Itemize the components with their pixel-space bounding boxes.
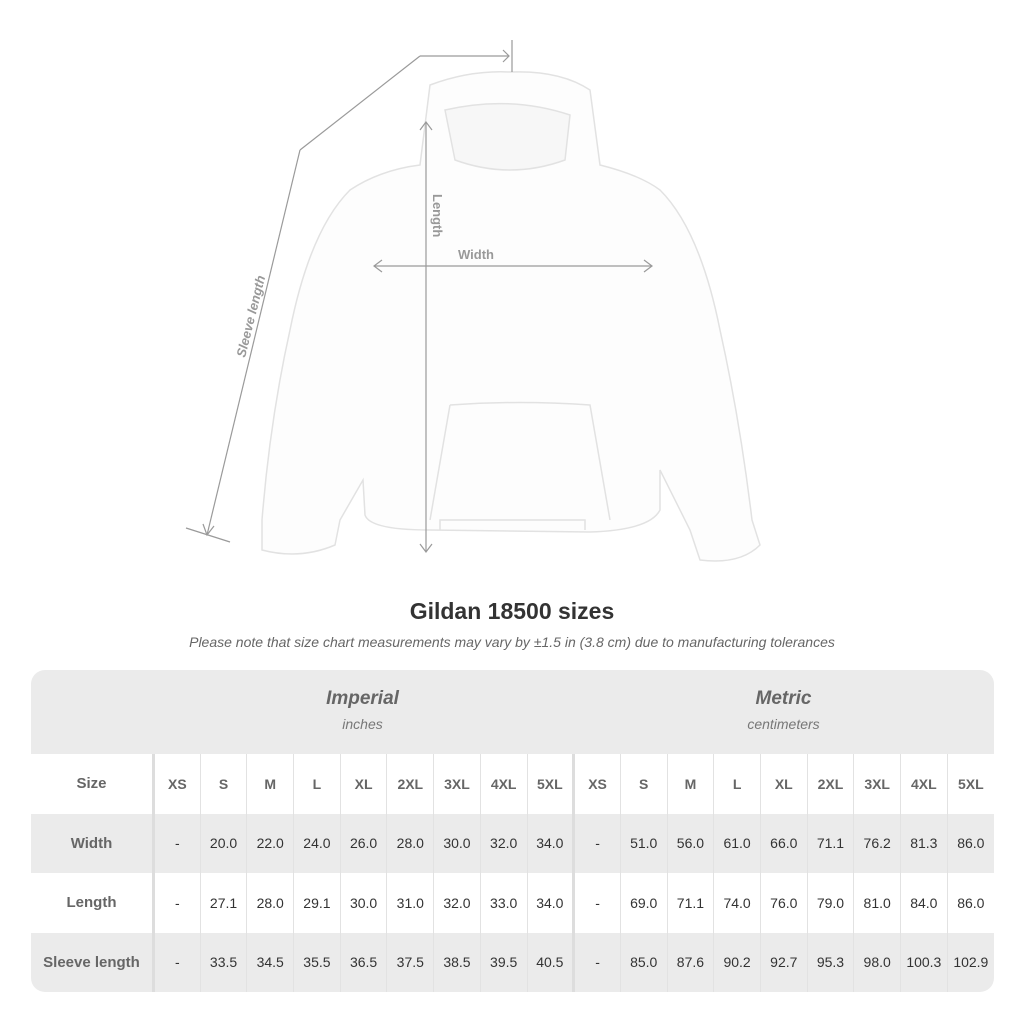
width-label: Width	[458, 247, 494, 262]
metric-value: 56.0	[666, 813, 714, 873]
metric-value: 51.0	[619, 813, 668, 873]
metric-value: 71.1	[666, 873, 714, 933]
imperial-value: 33.5	[199, 932, 247, 992]
size-header-label: Size	[31, 754, 155, 814]
table-row: Length -27.1 28.0 29.1 30.0 31.0 32.0 33.0 34.0-…	[31, 873, 994, 933]
imperial-value: 39.5	[479, 932, 527, 992]
imperial-value: 36.5	[339, 932, 387, 992]
size-header-metric: 5XL	[946, 754, 994, 814]
metric-title: Metric	[755, 688, 812, 709]
imperial-value: 35.5	[293, 932, 341, 992]
metric-value: 100.3	[900, 932, 948, 992]
size-header-metric: 4XL	[900, 754, 948, 814]
metric-value: 85.0	[619, 932, 668, 992]
metric-value: 79.0	[806, 873, 854, 933]
metric-value: 81.3	[900, 813, 948, 873]
size-header-imperial: 5XL	[526, 754, 574, 814]
imperial-value: 29.1	[293, 873, 341, 933]
imperial-value: 33.0	[479, 873, 527, 933]
imperial-value: 28.0	[246, 873, 294, 933]
size-header-metric: L	[713, 754, 761, 814]
imperial-value: -	[153, 813, 201, 873]
imperial-value: -	[153, 873, 201, 933]
metric-value: 76.0	[759, 873, 808, 933]
imperial-value: 34.5	[246, 932, 294, 992]
metric-value: 86.0	[946, 813, 994, 873]
size-header-metric: 3XL	[853, 754, 901, 814]
size-header-imperial: XS	[153, 754, 201, 814]
imperial-value: 38.5	[433, 932, 481, 992]
length-label: Length	[430, 194, 445, 237]
metric-value: 66.0	[759, 813, 808, 873]
imperial-value: 34.0	[526, 813, 574, 873]
size-header-imperial: M	[246, 754, 294, 814]
size-grid: Size XS S M L XL 2XL 3XL 4XL 5XL XS S M L XL 2XL 3XL 4XL 5…	[31, 754, 994, 992]
size-header-row: Size XS S M L XL 2XL 3XL 4XL 5XL XS S M L XL 2XL 3XL 4XL 5…	[31, 754, 994, 814]
metric-value: 81.0	[853, 873, 901, 933]
metric-value: 90.2	[713, 932, 761, 992]
size-header-metric: M	[666, 754, 714, 814]
table-row: Width -20.0 22.0 24.0 26.0 28.0 30.0 32.0 34.0-5…	[31, 813, 994, 873]
imperial-value: 31.0	[386, 873, 434, 933]
metric-value: 69.0	[619, 873, 668, 933]
imperial-value: 37.5	[386, 932, 434, 992]
row-label: Sleeve length	[31, 932, 155, 992]
imperial-value: 26.0	[339, 813, 387, 873]
imperial-value: 24.0	[293, 813, 341, 873]
metric-value: 95.3	[806, 932, 854, 992]
imperial-value: -	[153, 932, 201, 992]
imperial-title: Imperial	[326, 688, 399, 709]
metric-value: 84.0	[900, 873, 948, 933]
metric-value: 61.0	[713, 813, 761, 873]
metric-unit: centimeters	[747, 716, 820, 732]
imperial-value: 32.0	[479, 813, 527, 873]
size-table: Imperial inches Metric centimeters Size X…	[31, 670, 994, 992]
row-label: Length	[31, 873, 155, 933]
metric-value: 92.7	[759, 932, 808, 992]
metric-header: Metric centimeters	[573, 670, 994, 754]
imperial-value: 30.0	[339, 873, 387, 933]
size-header-imperial: 3XL	[433, 754, 481, 814]
size-header-metric: XS	[572, 754, 621, 814]
size-header-imperial: 2XL	[386, 754, 434, 814]
imperial-unit: inches	[342, 716, 383, 732]
imperial-value: 34.0	[526, 873, 574, 933]
imperial-header: Imperial inches	[152, 670, 573, 754]
metric-value: -	[572, 873, 621, 933]
sleeve-length-label: Sleeve length	[233, 274, 268, 359]
metric-value: 74.0	[713, 873, 761, 933]
imperial-value: 27.1	[199, 873, 247, 933]
measure-lines	[185, 40, 653, 553]
unit-header-band	[31, 670, 994, 754]
size-header-metric: 2XL	[806, 754, 854, 814]
metric-value: 102.9	[946, 932, 994, 992]
hoodie-illustration	[261, 71, 761, 562]
metric-value: -	[572, 813, 621, 873]
row-label: Width	[31, 813, 155, 873]
metric-value: 71.1	[806, 813, 854, 873]
imperial-value: 28.0	[386, 813, 434, 873]
table-row: Sleeve length -33.5 34.5 35.5 36.5 37.5 38.5 39…	[31, 932, 994, 992]
size-header-imperial: 4XL	[479, 754, 527, 814]
metric-value: 76.2	[853, 813, 901, 873]
metric-value: 86.0	[946, 873, 994, 933]
metric-value: -	[572, 932, 621, 992]
imperial-value: 20.0	[199, 813, 247, 873]
size-header-imperial: L	[293, 754, 341, 814]
size-header-metric: XL	[759, 754, 808, 814]
imperial-value: 40.5	[526, 932, 574, 992]
hoodie-diagram: Sleeve length Length Width	[185, 40, 761, 562]
imperial-value: 22.0	[246, 813, 294, 873]
imperial-value: 30.0	[433, 813, 481, 873]
page-title: Gildan 18500 sizes	[409, 598, 615, 624]
tolerance-note: Please note that size chart measurements…	[189, 634, 835, 650]
metric-value: 87.6	[666, 932, 714, 992]
size-header-imperial: S	[199, 754, 247, 814]
size-header-imperial: XL	[339, 754, 387, 814]
size-header-metric: S	[619, 754, 668, 814]
metric-value: 98.0	[853, 932, 901, 992]
imperial-value: 32.0	[433, 873, 481, 933]
